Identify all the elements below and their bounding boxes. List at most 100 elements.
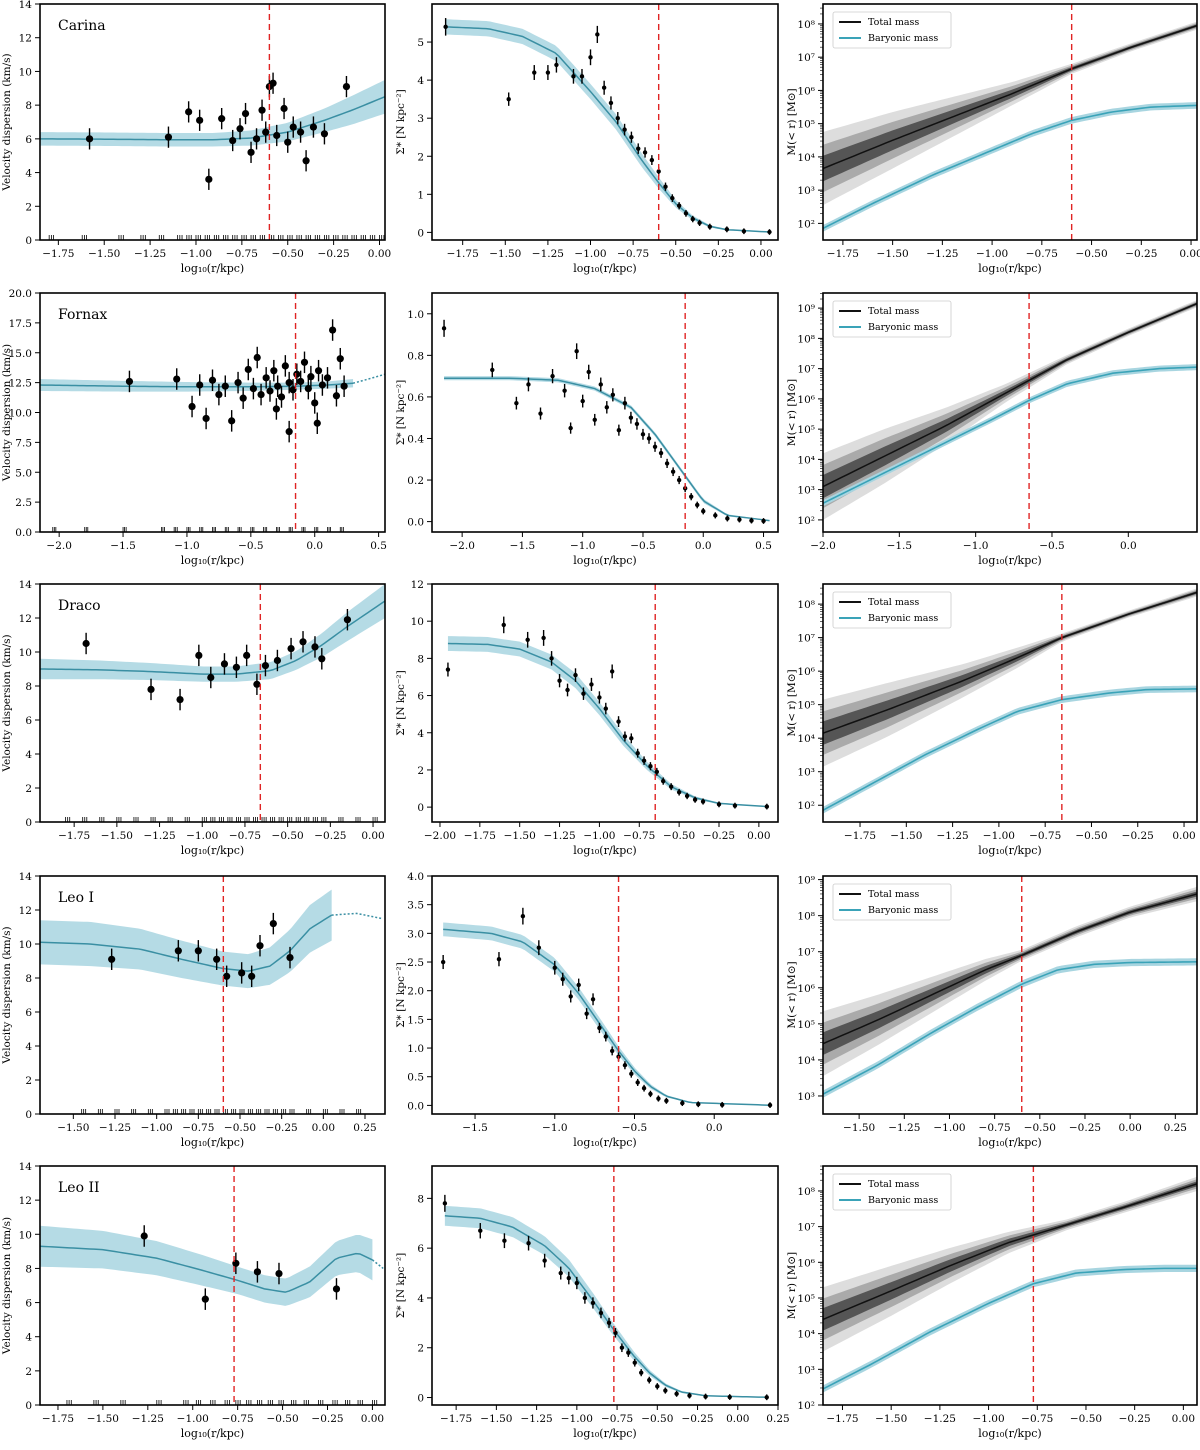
data-marker [584, 1011, 589, 1016]
data-marker [701, 509, 706, 514]
data-point [307, 365, 315, 388]
data-point [441, 319, 447, 337]
y-tick-label: 8 [25, 681, 32, 693]
x-tick-label: −0.75 [1029, 830, 1061, 842]
data-marker [703, 1394, 708, 1399]
x-tick-label: −1.25 [888, 1122, 920, 1134]
data-point [241, 102, 250, 125]
data-marker [284, 138, 292, 146]
y-tick-label: 6 [417, 1243, 424, 1255]
data-marker [656, 169, 661, 174]
total-mass-band [823, 23, 1197, 193]
axes-frame [822, 583, 1198, 823]
data-marker [724, 227, 730, 232]
data-point [269, 912, 277, 935]
data-marker [707, 224, 713, 229]
data-marker [232, 1259, 240, 1267]
x-tick-label: −2.00 [424, 830, 456, 842]
data-marker [683, 211, 689, 216]
data-point [532, 65, 537, 80]
y-tick-label: 10 [19, 66, 32, 78]
x-tick-label: 0.00 [361, 830, 384, 842]
data-marker [174, 947, 182, 955]
x-tick-label: −1.50 [875, 1413, 907, 1425]
data-marker [608, 100, 614, 106]
data-point [538, 407, 543, 420]
data-marker [443, 24, 448, 30]
x-tick-label: −2.0 [810, 540, 836, 552]
data-point [542, 1253, 547, 1268]
x-tick-label: −1.50 [877, 248, 909, 260]
y-tick-label: 0 [417, 802, 424, 814]
data-point [647, 1376, 652, 1384]
data-marker [272, 405, 280, 413]
data-point [646, 433, 652, 444]
model-line [444, 1215, 767, 1399]
data-point [676, 202, 682, 210]
data-marker [526, 382, 531, 387]
y-tick-label: 3.0 [407, 928, 424, 940]
y-tick-label: 10 [411, 616, 424, 628]
y-tick-label: 0 [25, 817, 32, 829]
baryonic-mass-line [823, 366, 1197, 504]
data-point [648, 762, 653, 771]
data-point [696, 1101, 701, 1108]
data-marker [589, 682, 594, 687]
x-tick-label: −1.75 [464, 830, 496, 842]
plot-area [823, 293, 1197, 532]
data-marker [323, 374, 332, 382]
plot-area [440, 876, 773, 1114]
data-point [664, 1097, 669, 1104]
data-point [284, 131, 292, 153]
data-point [576, 978, 581, 992]
data-marker [595, 32, 600, 37]
data-marker [229, 136, 237, 145]
data-point [655, 1383, 660, 1390]
data-point [343, 608, 352, 631]
model-band [444, 1205, 767, 1398]
x-tick-label: −1.75 [42, 1413, 74, 1425]
x-tick-label: −1.00 [933, 1122, 965, 1134]
y-tick-label: 10 [19, 647, 32, 659]
data-marker [654, 769, 660, 774]
data-point [670, 467, 676, 477]
x-tick-label: −1.5 [510, 540, 536, 552]
x-tick-label: −1.50 [890, 830, 922, 842]
data-marker [634, 421, 640, 427]
data-point [589, 677, 594, 691]
data-point [598, 1307, 604, 1319]
y-tick-label: 10⁹ [797, 875, 815, 887]
x-tick-label: −1.0 [570, 540, 596, 552]
data-point [342, 75, 351, 98]
data-point [82, 632, 90, 655]
data-point [202, 407, 210, 430]
data-marker [215, 390, 223, 399]
data-marker [244, 365, 252, 374]
y-tick-label: 10³ [797, 767, 815, 779]
data-point [695, 501, 700, 509]
data-point [761, 518, 766, 524]
x-tick-label: −0.75 [226, 248, 258, 260]
data-point [676, 788, 682, 796]
y-tick-label: 10³ [797, 1364, 815, 1376]
data-marker [622, 127, 627, 132]
data-point [703, 1393, 708, 1400]
y-axis-label: Σ* [N kpc⁻²] [395, 380, 407, 445]
data-point [176, 688, 184, 711]
y-tick-label: 15.0 [9, 348, 32, 360]
data-marker [590, 997, 596, 1002]
data-marker [590, 1300, 596, 1306]
data-marker [249, 385, 257, 393]
baryonic-mass-line [823, 1267, 1197, 1390]
data-point [314, 359, 323, 382]
data-point [656, 1095, 661, 1102]
data-point [664, 458, 670, 468]
panel-leo-i-surface-density: −1.5 −1.0 −0.5 0.0 log₁₀(r/kpc) 0.0 0.5 1.0 1.5 2… [395, 871, 779, 1149]
data-marker [188, 402, 196, 411]
data-marker [601, 85, 607, 90]
data-marker [598, 1310, 604, 1316]
data-point [670, 194, 675, 202]
x-tick-label: 0.00 [726, 1413, 749, 1425]
x-tick-label: −1.00 [141, 1122, 173, 1134]
